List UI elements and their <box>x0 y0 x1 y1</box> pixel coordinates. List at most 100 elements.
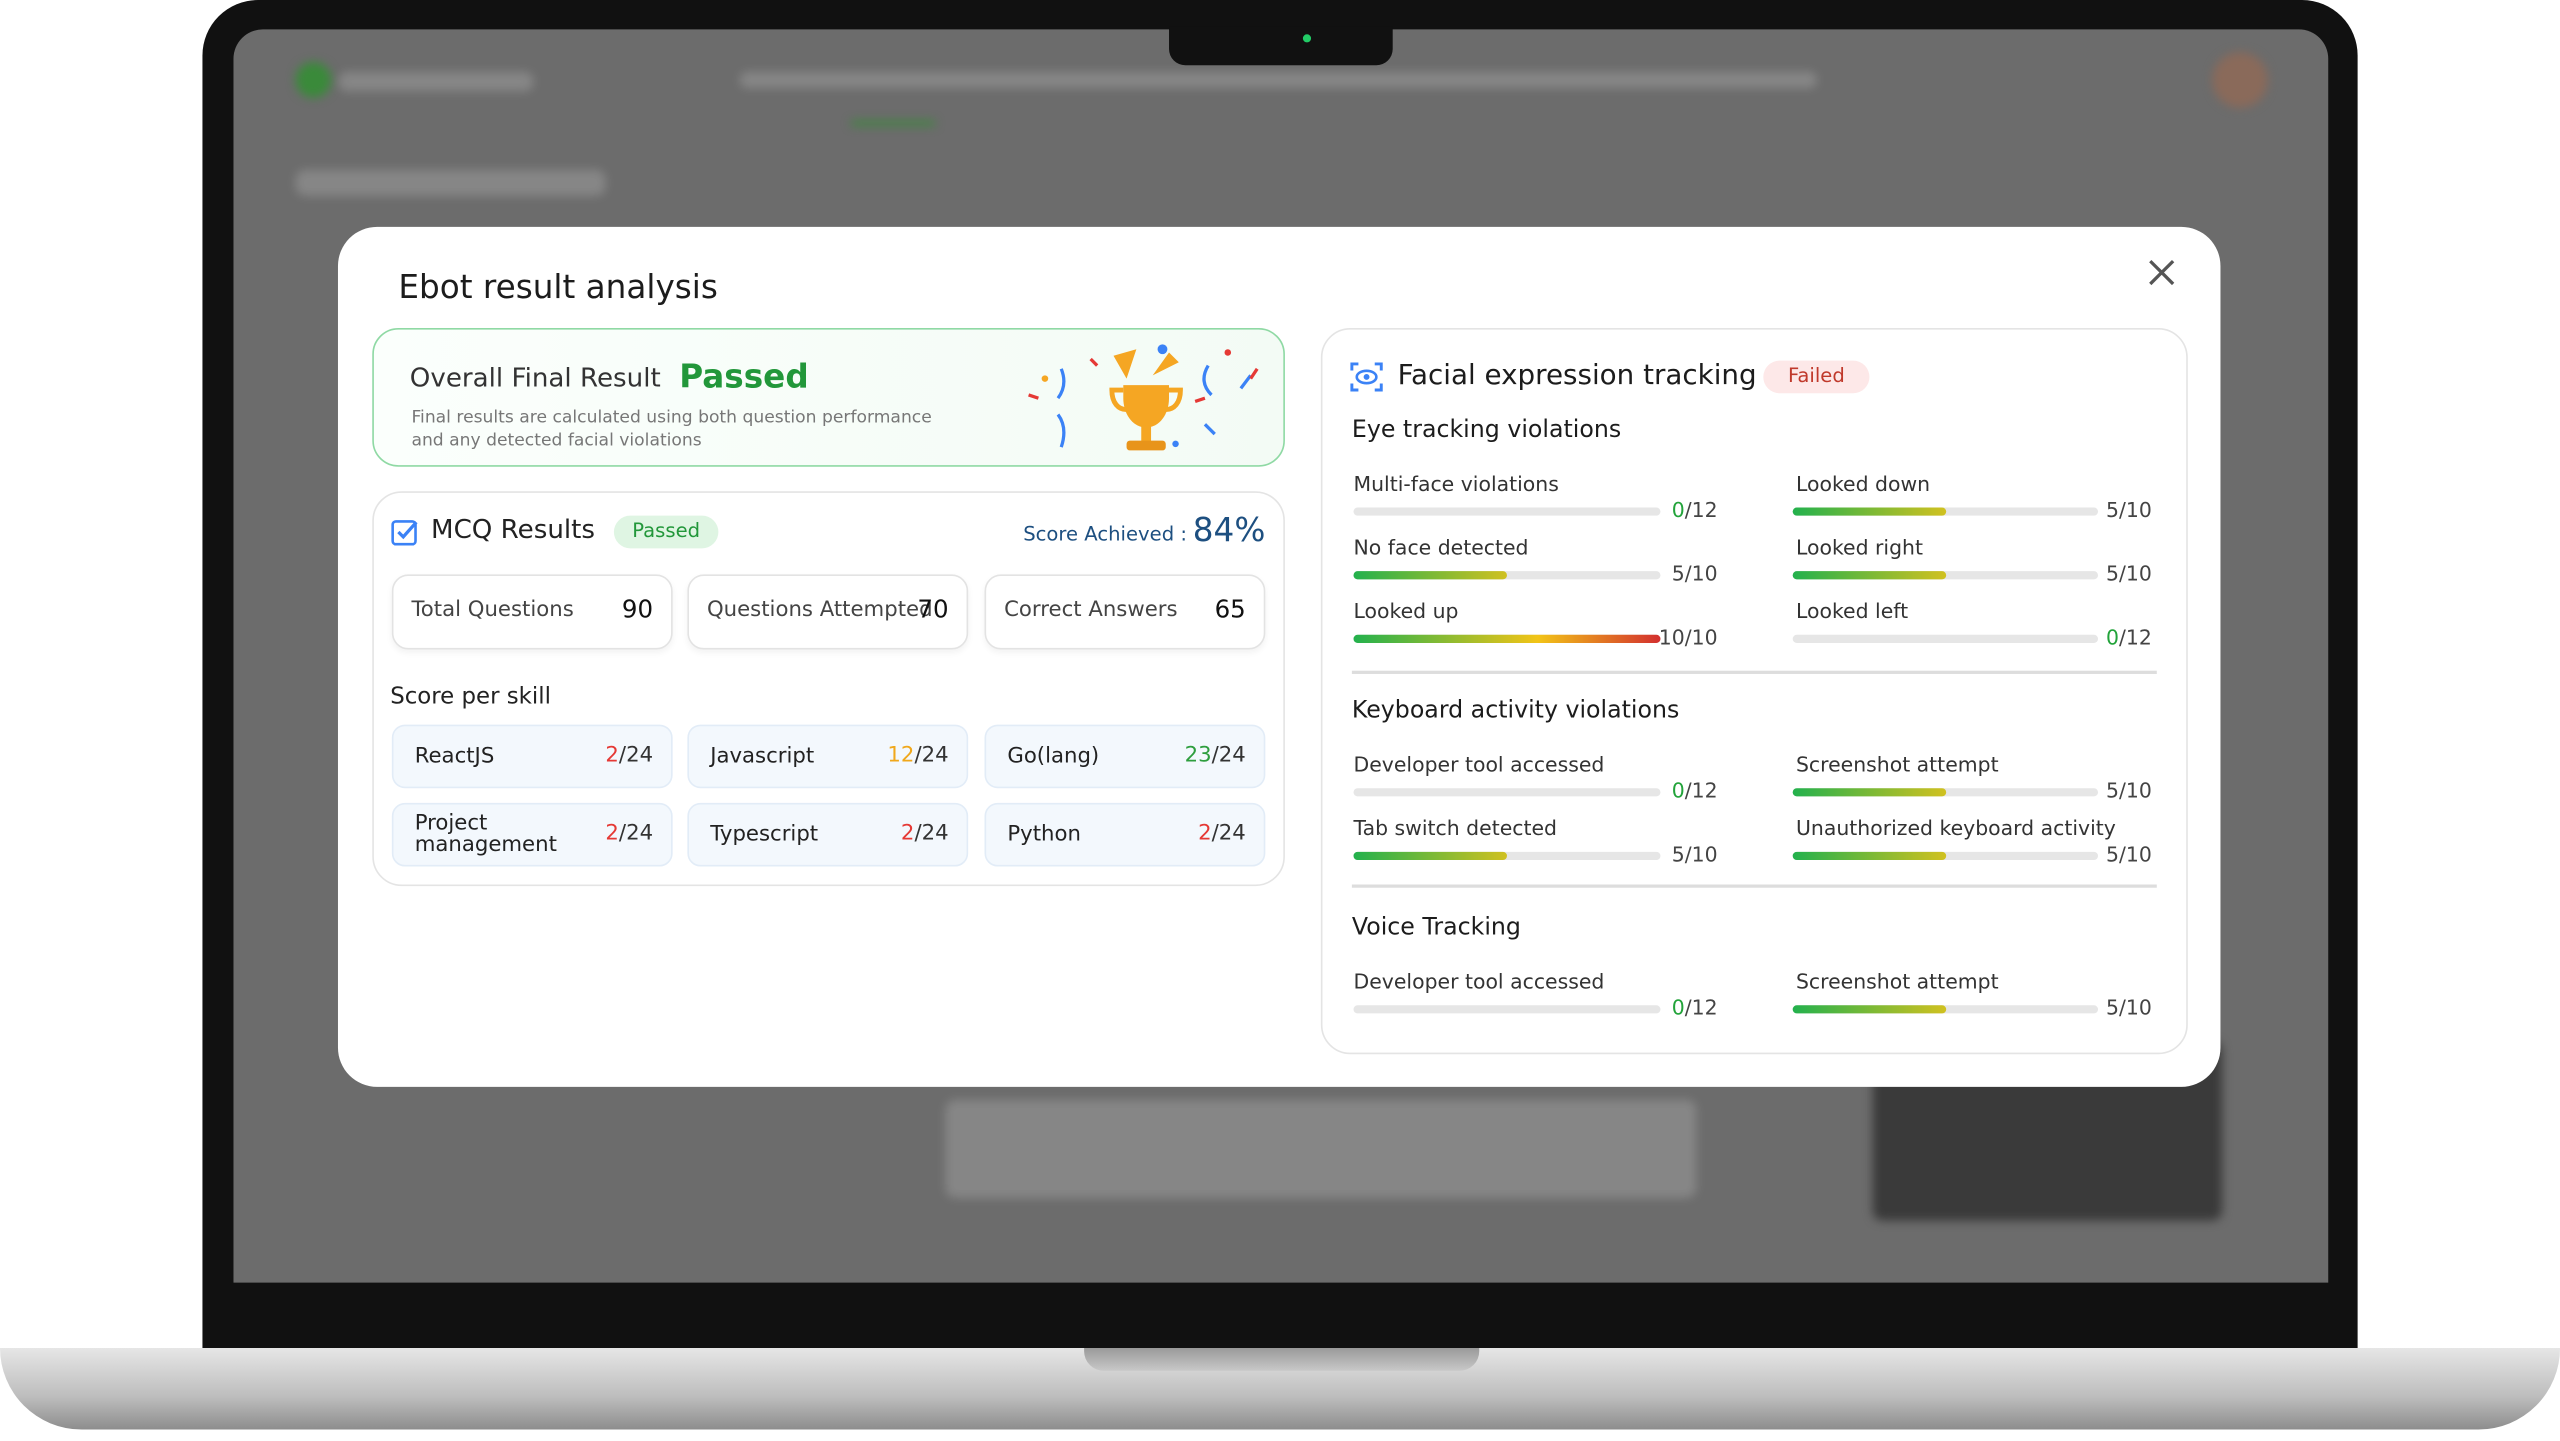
skill-name: Javascript <box>710 743 815 769</box>
skill-score: 2/24 <box>605 742 654 768</box>
status-badge <box>613 515 719 549</box>
skill-name: Project management <box>414 810 557 858</box>
stat-label: Correct Answers <box>1004 598 1178 623</box>
progress-track <box>1792 506 2099 515</box>
progress-bar <box>1353 633 1661 643</box>
progress-track <box>1353 851 1661 860</box>
skill-score: 12/24 <box>887 742 949 768</box>
stat-label: Questions Attempted <box>706 598 933 623</box>
progress-track <box>1353 506 1661 515</box>
violation-label: Unauthorized keyboard activity <box>1795 815 2116 841</box>
skill-box <box>984 724 1266 789</box>
violation-value: 5 <box>2106 561 2120 586</box>
skill-score: 2/24 <box>901 820 949 847</box>
progress-bar <box>1792 506 1946 515</box>
status-badge-text: Failed <box>1787 364 1845 387</box>
violation-label: Tab switch detected <box>1353 815 1558 841</box>
violation-label: Looked right <box>1795 534 1924 560</box>
progress-track <box>1792 633 2099 643</box>
skill-score: 2/24 <box>605 820 654 847</box>
violation-count: 5/10 <box>2106 498 2152 522</box>
violation-max: /10 <box>1684 561 1718 586</box>
progress-bar <box>1792 787 1946 796</box>
mcq-icon <box>391 520 418 546</box>
skill-score-total: /24 <box>914 820 949 846</box>
camera <box>1302 34 1312 43</box>
close-button[interactable] <box>2145 256 2178 289</box>
row-blur <box>945 1099 1697 1198</box>
violation-max: /12 <box>2119 624 2152 650</box>
violation-max: /10 <box>2119 841 2152 867</box>
stat-box <box>687 574 969 650</box>
stat-label: Total Questions <box>411 598 574 623</box>
section-title: Voice Tracking <box>1351 914 1521 942</box>
progress-track <box>1792 1004 2099 1013</box>
skill-score-value: 12 <box>887 742 915 768</box>
base-groove <box>1084 1347 1480 1371</box>
violation-count: 0/12 <box>1672 497 1718 522</box>
violation-count: 0/12 <box>2106 624 2152 650</box>
violation-label: Screenshot attempt <box>1795 969 1999 994</box>
nav-blur <box>739 71 1818 89</box>
divider <box>1351 884 2157 887</box>
progress-bar <box>1792 1004 1946 1013</box>
score-value: 84% <box>1192 509 1266 550</box>
violation-label: Looked down <box>1795 471 1931 496</box>
skill-score: 2/24 <box>1198 820 1246 847</box>
violation-count: 5/10 <box>2106 561 2152 586</box>
facial-title: Facial expression tracking <box>1397 359 1757 393</box>
violation-label: Multi-face violations <box>1353 471 1559 496</box>
violation-count: 5/10 <box>1671 561 1718 586</box>
skill-score-total: /24 <box>618 742 654 768</box>
progress-track <box>1353 570 1661 579</box>
progress-track <box>1353 787 1661 796</box>
progress-track <box>1353 1004 1661 1013</box>
violation-count: 5/10 <box>2106 995 2152 1020</box>
violation-label: Developer tool accessed <box>1353 751 1605 777</box>
skill-box <box>984 802 1266 867</box>
skill-score-total: /24 <box>914 742 949 768</box>
skill-score-value: 23 <box>1184 742 1212 768</box>
divider <box>1351 670 2157 674</box>
close-icon <box>2149 259 2175 286</box>
violation-count: 5/10 <box>1671 841 1718 867</box>
progress-bar <box>1353 570 1507 579</box>
avatar-blur <box>2212 52 2268 108</box>
section-title: Keyboard activity violations <box>1351 697 1680 725</box>
violation-max: /12 <box>1684 778 1718 803</box>
overall-note: Final results are calculated using both … <box>411 407 932 428</box>
skill-box <box>687 724 969 789</box>
violation-value: 5 <box>1671 841 1685 867</box>
skill-score-total: /24 <box>618 820 654 846</box>
stat-value: 70 <box>917 594 949 624</box>
facial-icon <box>1350 362 1383 392</box>
skill-name: ReactJS <box>414 743 495 769</box>
violation-value: 5 <box>2106 778 2120 803</box>
progress-track <box>1792 787 2099 796</box>
skill-score-value: 2 <box>605 742 619 768</box>
skill-box <box>687 802 969 867</box>
modal-title: Ebot result analysis <box>398 266 718 306</box>
skill-name: Go(lang) <box>1007 743 1100 769</box>
mcq-title: MCQ Results <box>431 513 596 545</box>
violation-value: 10 <box>1658 624 1685 650</box>
progress-bar <box>1792 851 1946 860</box>
violation-value: 5 <box>1671 561 1685 586</box>
overall-note: and any detected facial violations <box>411 430 702 451</box>
name-blur <box>295 169 606 196</box>
skill-box <box>391 802 673 867</box>
status-badge-text: Passed <box>632 519 701 542</box>
violation-value: 0 <box>1671 995 1685 1020</box>
violation-max: /10 <box>2119 561 2152 586</box>
progress-track <box>1792 570 2099 579</box>
skill-score-total: /24 <box>1211 820 1246 846</box>
stat-value: 90 <box>621 594 654 624</box>
violation-value: 5 <box>2106 995 2120 1020</box>
violation-max: /10 <box>1684 624 1718 650</box>
violation-max: /10 <box>2119 995 2152 1020</box>
notch <box>1169 26 1393 66</box>
violation-max: /12 <box>1684 497 1718 522</box>
skill-score-total: /24 <box>1211 742 1246 768</box>
progress-bar <box>1792 570 1946 579</box>
